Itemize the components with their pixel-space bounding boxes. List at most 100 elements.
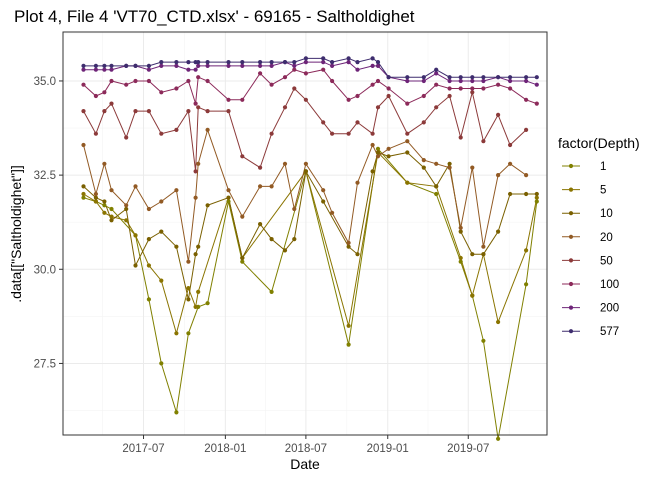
data-point-577: [434, 67, 439, 72]
data-point-10: [269, 237, 274, 242]
data-point-20: [193, 195, 198, 200]
data-point-100: [196, 75, 201, 80]
data-point-200: [81, 67, 86, 72]
data-point-577: [534, 75, 539, 80]
x-tick-label: 2018-07: [285, 443, 327, 455]
legend-key-point: [568, 305, 574, 310]
data-point-20: [496, 173, 501, 178]
legend-item-577: 577: [562, 326, 619, 338]
data-point-20: [186, 259, 191, 264]
data-point-20: [109, 188, 114, 193]
data-point-10: [282, 248, 288, 253]
plot-border: [62, 31, 548, 436]
data-point-200: [159, 63, 164, 68]
data-point-20: [146, 206, 151, 212]
data-point-10: [205, 203, 210, 208]
data-point-200: [375, 63, 381, 68]
data-point-5: [133, 233, 138, 238]
data-point-100: [303, 71, 308, 76]
data-point-50: [133, 109, 138, 114]
data-point-577: [196, 60, 201, 65]
data-point-10: [124, 206, 129, 212]
data-point-50: [447, 93, 452, 99]
data-point-10: [496, 229, 501, 234]
data-point-50: [81, 109, 86, 114]
data-point-100: [193, 101, 198, 106]
data-point-10: [355, 252, 360, 257]
data-point-100: [534, 101, 539, 106]
data-point-1: [109, 206, 114, 212]
data-point-200: [321, 60, 326, 65]
data-point-10: [146, 237, 151, 242]
data-point-577: [508, 75, 513, 80]
data-point-200: [258, 63, 263, 68]
data-point-10: [458, 229, 463, 234]
data-point-10: [93, 195, 98, 200]
data-point-200: [240, 63, 245, 68]
legend-key-point: [568, 211, 574, 216]
data-point-5: [496, 319, 501, 325]
y-tick-label: 30.0: [34, 264, 56, 276]
x-axis-title: Date: [290, 456, 320, 472]
legend-key-point: [568, 329, 574, 334]
data-point-577: [258, 60, 263, 65]
data-point-50: [196, 105, 201, 110]
data-point-5: [159, 278, 164, 283]
legend-item-20: 20: [562, 232, 613, 244]
data-point-200: [330, 63, 335, 68]
data-point-200: [434, 71, 439, 76]
data-point-100: [375, 78, 381, 84]
data-point-50: [481, 139, 486, 144]
data-point-10: [321, 199, 326, 204]
data-point-10: [109, 218, 114, 223]
data-point-50: [174, 127, 179, 132]
data-point-5: [109, 214, 114, 219]
data-point-100: [346, 97, 351, 102]
data-point-100: [496, 82, 501, 87]
data-point-200: [186, 67, 191, 72]
data-point-50: [146, 109, 151, 114]
data-point-10: [196, 244, 201, 249]
data-point-20: [93, 191, 98, 197]
data-point-50: [434, 105, 439, 110]
data-point-10: [81, 184, 86, 189]
x-axis: 2017-07 2018-01 2018-07 2019-01 2019-07: [122, 435, 489, 455]
data-point-50: [258, 165, 263, 170]
data-point-200: [292, 63, 297, 68]
data-point-100: [508, 86, 513, 91]
data-point-20: [470, 165, 475, 170]
data-point-50: [346, 131, 351, 136]
data-point-50: [508, 142, 513, 148]
data-point-10: [193, 252, 198, 257]
data-point-50: [186, 109, 191, 114]
data-point-50: [330, 131, 335, 136]
data-point-200: [481, 78, 486, 84]
data-point-100: [282, 75, 288, 80]
data-point-20: [159, 199, 164, 204]
data-point-577: [447, 75, 452, 80]
data-point-20: [355, 180, 360, 185]
data-point-20: [481, 244, 486, 249]
data-point-10: [386, 154, 391, 159]
data-point-200: [102, 67, 107, 72]
data-point-50: [370, 131, 375, 136]
data-point-10: [421, 165, 426, 170]
data-point-1: [240, 259, 245, 264]
data-point-5: [81, 191, 86, 197]
data-point-100: [321, 67, 326, 72]
data-point-20: [346, 240, 351, 245]
data-point-50: [109, 101, 114, 106]
data-point-5: [124, 218, 129, 223]
legend-key-point: [568, 163, 574, 169]
data-point-50: [93, 131, 98, 136]
data-point-100: [458, 86, 463, 91]
data-point-200: [226, 63, 231, 68]
legend-label: 1: [600, 161, 606, 173]
data-point-10: [174, 244, 179, 249]
data-point-50: [124, 135, 129, 140]
data-point-1: [375, 146, 381, 151]
data-point-50: [355, 120, 360, 125]
data-point-577: [159, 60, 164, 65]
data-point-20: [102, 161, 107, 166]
legend-key-point: [568, 258, 574, 263]
